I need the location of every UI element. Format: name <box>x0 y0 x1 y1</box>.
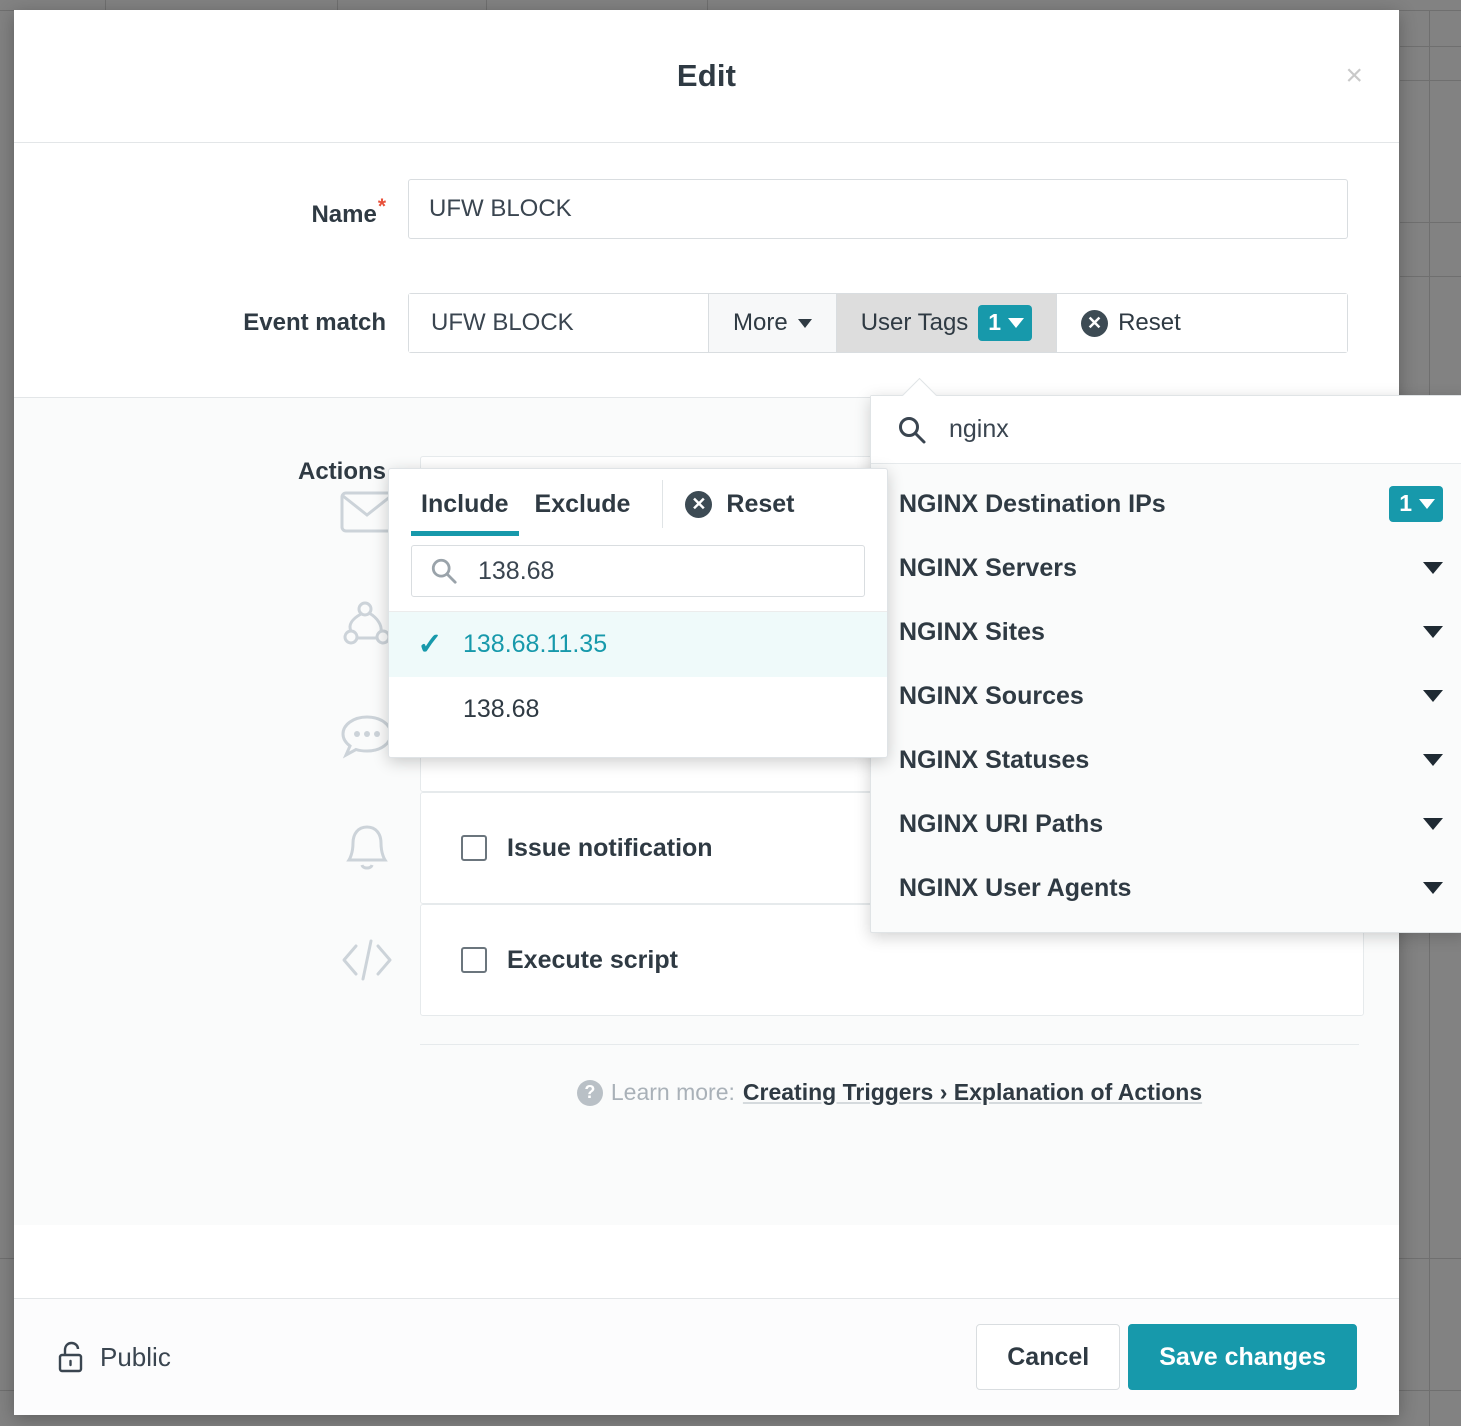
include-results-list: ✓ 138.68.11.35 138.68 <box>389 611 887 742</box>
user-tags-item-label: NGINX Sources <box>899 681 1084 710</box>
include-option-label: 138.68.11.35 <box>463 630 608 658</box>
action-label-issue-notification: Issue notification <box>507 833 713 862</box>
name-label-text: Name <box>311 201 377 228</box>
user-tags-label: User Tags <box>860 309 969 336</box>
include-exclude-popup: Include Exclude ✕ Reset 138.68 ✓ 138. <box>388 468 888 758</box>
event-match-toolbar: More User Tags 1 ✕ Reset <box>408 293 1348 353</box>
name-field-row: Name* <box>14 179 1399 239</box>
user-tags-dropdown-button[interactable]: User Tags 1 <box>836 294 1058 352</box>
name-label: Name* <box>14 179 408 229</box>
modal-footer: Public Cancel Save changes <box>14 1298 1399 1415</box>
include-option-label: 138.68 <box>463 695 540 723</box>
user-tags-item-count: 1 <box>1399 490 1412 516</box>
actions-label: Actions <box>297 458 386 485</box>
include-exclude-tabs: Include Exclude ✕ Reset <box>389 469 887 539</box>
checkbox-execute-script[interactable] <box>461 947 487 973</box>
chevron-down-icon[interactable] <box>1423 690 1443 702</box>
tab-divider <box>662 480 664 528</box>
tab-exclude[interactable]: Exclude <box>534 490 631 518</box>
event-match-input[interactable] <box>409 294 709 352</box>
reset-label: Reset <box>1118 309 1181 336</box>
include-option-selected[interactable]: ✓ 138.68.11.35 <box>389 612 887 677</box>
unlock-icon <box>56 1340 86 1374</box>
user-tags-item-nginx-statuses[interactable]: NGINX Statuses <box>871 728 1461 792</box>
user-tags-item-label: NGINX Sites <box>899 617 1045 646</box>
user-tags-item-count-badge[interactable]: 1 <box>1389 486 1443 522</box>
more-dropdown-button[interactable]: More <box>709 294 837 352</box>
chevron-down-icon[interactable] <box>1423 626 1443 638</box>
user-tags-item-nginx-user-agents[interactable]: NGINX User Agents <box>871 856 1461 920</box>
reset-filters-button[interactable]: ✕ Reset <box>1057 294 1347 352</box>
user-tags-count: 1 <box>988 309 1002 335</box>
required-asterisk: * <box>377 195 386 218</box>
chevron-down-icon[interactable] <box>1423 754 1443 766</box>
close-icon[interactable]: × <box>1337 57 1371 95</box>
user-tags-item-label: NGINX URI Paths <box>899 809 1104 838</box>
chevron-down-icon[interactable] <box>1423 818 1443 830</box>
help-icon: ? <box>576 1079 603 1106</box>
user-tags-count-badge[interactable]: 1 <box>978 305 1033 341</box>
include-search-value: 138.68 <box>478 556 555 585</box>
include-reset-label: Reset <box>726 489 795 518</box>
user-tags-item-label: NGINX Statuses <box>899 745 1090 774</box>
bg-grid-line <box>1400 80 1461 81</box>
bg-grid-line <box>1400 46 1461 47</box>
user-tags-search-row[interactable]: nginx <box>871 396 1461 464</box>
more-label: More <box>733 309 788 336</box>
chevron-down-icon <box>1008 317 1025 328</box>
user-tags-item-label: NGINX Destination IPs <box>899 489 1166 518</box>
name-input[interactable] <box>408 179 1348 239</box>
user-tags-item-nginx-uri-paths[interactable]: NGINX URI Paths <box>871 792 1461 856</box>
user-tags-dropdown-panel: nginx NGINX Destination IPs 1 NGINX Serv… <box>870 395 1461 933</box>
learn-more-label: Learn more: <box>610 1079 735 1105</box>
bg-grid-line <box>1400 276 1461 277</box>
chevron-down-icon <box>1419 498 1435 509</box>
include-reset-button[interactable]: ✕ Reset <box>685 490 794 519</box>
search-icon <box>897 415 927 445</box>
user-tags-item-nginx-servers[interactable]: NGINX Servers <box>871 536 1461 600</box>
user-tags-item-label: NGINX User Agents <box>899 873 1132 902</box>
check-icon: ✓ <box>417 628 443 661</box>
modal-header: Edit × <box>14 10 1399 143</box>
save-changes-button[interactable]: Save changes <box>1128 1324 1357 1390</box>
checkbox-issue-notification[interactable] <box>461 835 487 861</box>
user-tags-item-nginx-sources[interactable]: NGINX Sources <box>871 664 1461 728</box>
bell-icon <box>314 822 420 874</box>
include-option[interactable]: 138.68 <box>389 677 887 742</box>
reset-circle-x-icon: ✕ <box>1081 309 1109 337</box>
form-top-section: Name* Event match More User Tags 1 <box>14 143 1399 397</box>
code-icon <box>314 935 420 985</box>
chevron-down-icon[interactable] <box>1423 882 1443 894</box>
visibility-label: Public <box>100 1341 171 1372</box>
user-tags-item-label: NGINX Servers <box>899 553 1077 582</box>
action-label-execute-script: Execute script <box>507 945 678 974</box>
user-tags-item-nginx-destination-ips[interactable]: NGINX Destination IPs 1 <box>871 472 1461 536</box>
learn-more-link[interactable]: Creating Triggers › Explanation of Actio… <box>742 1079 1203 1105</box>
page-title: Edit <box>676 58 737 93</box>
chevron-down-icon <box>797 318 812 328</box>
edit-trigger-modal: Edit × Name* Event match More User Tags <box>14 10 1461 1415</box>
user-tags-item-list: NGINX Destination IPs 1 NGINX Servers NG… <box>871 464 1461 928</box>
chevron-down-icon[interactable] <box>1423 562 1443 574</box>
event-match-row: Event match More User Tags 1 ✕ Reset <box>14 293 1399 353</box>
cancel-button[interactable]: Cancel <box>976 1324 1121 1390</box>
include-search-input[interactable]: 138.68 <box>411 545 865 597</box>
reset-circle-x-icon: ✕ <box>685 490 713 518</box>
event-match-label: Event match <box>243 309 386 336</box>
user-tags-search-value: nginx <box>949 415 1009 443</box>
user-tags-item-nginx-sites[interactable]: NGINX Sites <box>871 600 1461 664</box>
include-search-wrapper: 138.68 <box>389 539 887 611</box>
learn-more-bar: ? Learn more: Creating Triggers › Explan… <box>420 1044 1359 1106</box>
tab-include[interactable]: Include <box>411 472 519 536</box>
search-icon <box>430 557 458 585</box>
visibility-toggle[interactable]: Public <box>56 1340 171 1374</box>
bg-grid-line <box>1400 222 1461 223</box>
